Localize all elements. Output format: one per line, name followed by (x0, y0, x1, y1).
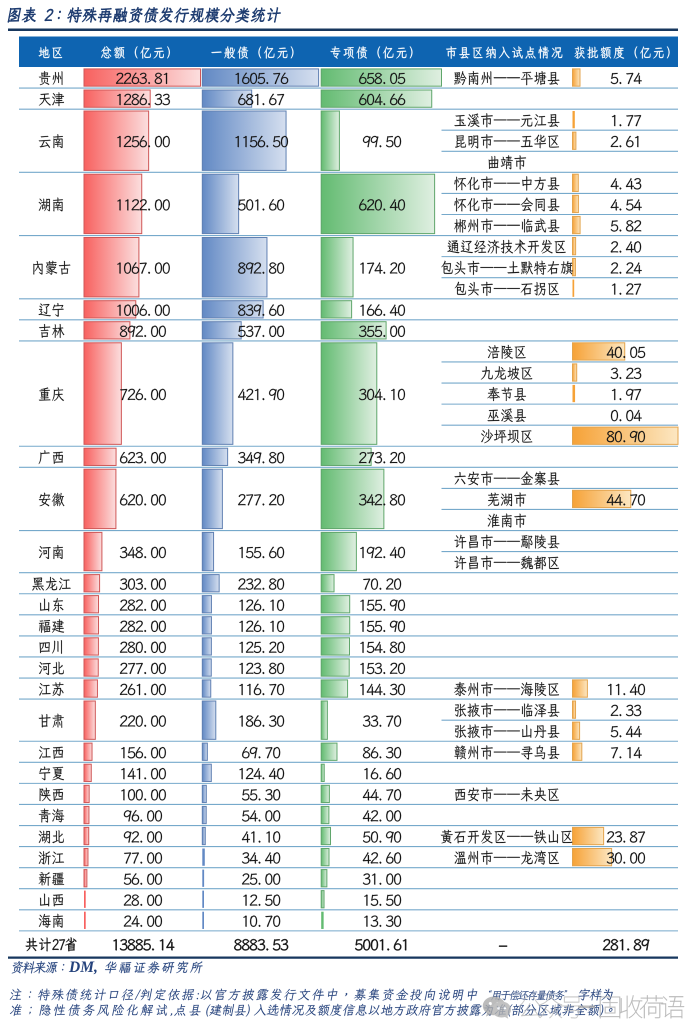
svg-text:DM,: DM, (68, 959, 98, 976)
